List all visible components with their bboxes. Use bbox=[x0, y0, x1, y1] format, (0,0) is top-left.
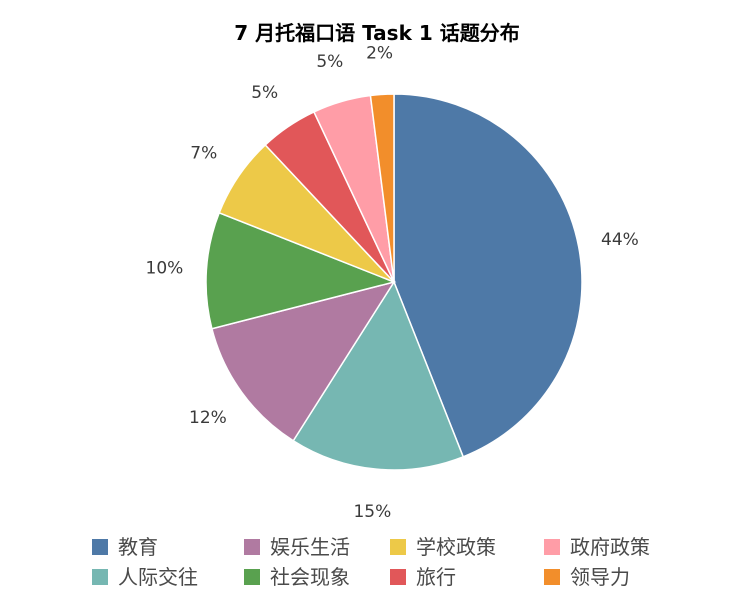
legend-label: 政府政策 bbox=[570, 535, 650, 559]
legend-item-2: 娱乐生活 bbox=[244, 535, 350, 559]
legend-item-5: 人际交往 bbox=[92, 565, 198, 589]
legend-label: 娱乐生活 bbox=[270, 535, 350, 559]
pie-slice-4 bbox=[205, 211, 397, 330]
legend-item-6: 社会现象 bbox=[244, 565, 350, 589]
legend-label: 领导力 bbox=[570, 565, 630, 589]
chart-title: 7 月托福口语 Task 1 话题分布 bbox=[234, 21, 519, 45]
legend-swatch bbox=[244, 539, 260, 555]
data-label-8: 2% bbox=[366, 43, 393, 63]
pie-slice-1 bbox=[393, 93, 583, 458]
pie-slices bbox=[205, 93, 583, 471]
legend-item-8: 领导力 bbox=[544, 565, 630, 589]
data-label-2: 15% bbox=[353, 502, 391, 522]
data-label-6: 5% bbox=[251, 83, 278, 103]
legend-swatch bbox=[92, 539, 108, 555]
legend-swatch bbox=[92, 569, 108, 585]
pie-data-labels: 44% 15% 12% 10% 7% 5% 5% 2% bbox=[146, 43, 639, 522]
legend-label: 社会现象 bbox=[270, 565, 350, 589]
legend-label: 旅行 bbox=[416, 565, 456, 589]
data-label-1: 44% bbox=[601, 230, 639, 250]
data-label-5: 7% bbox=[190, 144, 217, 164]
data-label-4: 10% bbox=[146, 259, 184, 279]
pie-slice-8 bbox=[369, 93, 395, 283]
legend-label: 教育 bbox=[118, 535, 158, 559]
pie-slice-3 bbox=[210, 280, 396, 442]
legend-label: 学校政策 bbox=[416, 535, 496, 559]
legend-swatch bbox=[244, 569, 260, 585]
legend-item-1: 教育 bbox=[92, 535, 158, 559]
legend-swatch bbox=[390, 539, 406, 555]
legend-item-3: 学校政策 bbox=[390, 535, 496, 559]
pie-slice-2 bbox=[292, 280, 465, 471]
data-label-7: 5% bbox=[316, 52, 343, 72]
legend-item-7: 旅行 bbox=[390, 565, 456, 589]
legend-swatch bbox=[390, 569, 406, 585]
legend-swatch bbox=[544, 569, 560, 585]
legend-label: 人际交往 bbox=[118, 565, 198, 589]
legend-swatch bbox=[544, 539, 560, 555]
legend-item-4: 政府政策 bbox=[544, 535, 650, 559]
data-label-3: 12% bbox=[189, 408, 227, 428]
